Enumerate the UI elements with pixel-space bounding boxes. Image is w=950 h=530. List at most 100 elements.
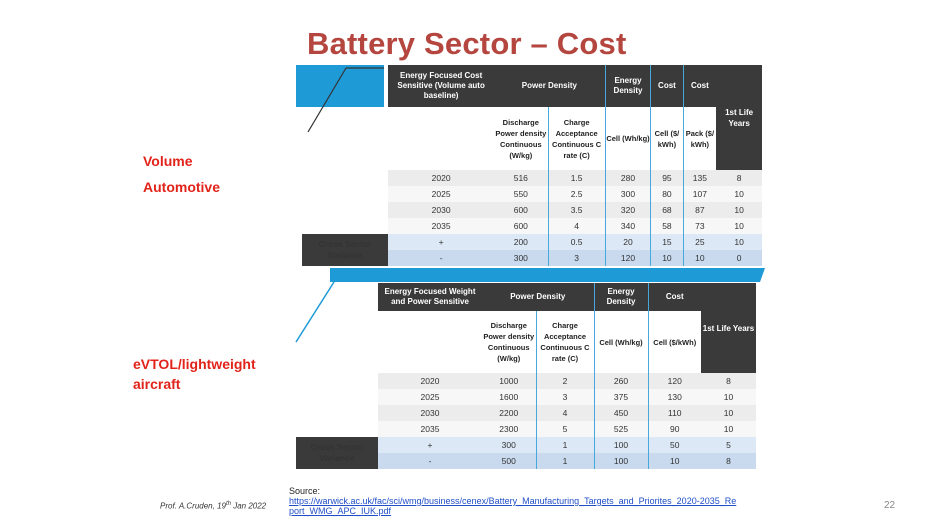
table-cell: 87: [682, 202, 717, 218]
t1-header-cost2: Cost: [682, 65, 717, 107]
table-row: Cross Sector Variance +200 0.5 20 15 25 10: [302, 234, 762, 266]
table-cell: 550: [494, 186, 549, 202]
table-cell: 10: [716, 202, 762, 218]
table-cell: 320: [604, 202, 651, 218]
table-cell: 260: [593, 373, 649, 389]
table-cell: 107: [682, 186, 717, 202]
table-cell: 10: [701, 405, 757, 421]
table-cell: 120: [647, 373, 702, 389]
table-cell: 300: [604, 186, 651, 202]
accent-bar-top: [296, 65, 384, 107]
table-cell: 4: [547, 218, 606, 234]
table-cell: 200: [494, 234, 549, 250]
accent-bar-mid: [330, 268, 765, 282]
table-cell: 300: [494, 250, 549, 266]
table-row: Cross Sector Variance +300 1 100 50 5: [296, 437, 757, 469]
table-cell: 10: [650, 250, 684, 266]
table-row: 2030 600 3.5 320 68 87 10: [302, 202, 762, 218]
table-cell: 4: [535, 405, 595, 421]
table-row: 2025 550 2.5 300 80 107 10: [302, 186, 762, 202]
table-cell: 135: [682, 170, 717, 186]
source-label: Source:: [289, 486, 321, 496]
t1-sub-discharge: Discharge Power density Continuous (W/kg…: [494, 107, 549, 170]
table-cell: 2035: [388, 218, 495, 234]
table-cell: 68: [650, 202, 684, 218]
table-row: 2030 2200 4 450 110 10: [296, 405, 757, 421]
table-cell: 20: [604, 234, 651, 250]
table-row: 2035 600 4 340 58 73 10: [302, 218, 762, 234]
table-cell: 90: [647, 421, 702, 437]
table-cell: 73: [682, 218, 717, 234]
source-link[interactable]: https://warwick.ac.uk/fac/sci/wmg/busine…: [289, 496, 737, 516]
table-cell: 1600: [482, 389, 536, 405]
label-volume: Volume: [143, 153, 193, 169]
table-cell: +: [378, 437, 482, 453]
t2-header-energy-density: Energy Density: [593, 283, 649, 311]
table-cell: 2300: [482, 421, 536, 437]
table-cell: 2200: [482, 405, 536, 421]
table-cell: 2030: [388, 202, 495, 218]
table-cell: 58: [650, 218, 684, 234]
table-cell: 110: [647, 405, 702, 421]
table-cell: 5: [535, 421, 595, 437]
t2-header-life: 1st Life Years: [701, 283, 757, 373]
table-cell: +: [388, 234, 495, 250]
table-cell: 2020: [378, 373, 482, 389]
footer-author-sup: th: [225, 501, 231, 507]
table-row: -500 1 100 10 8: [296, 453, 757, 469]
accent-line-mid: [295, 281, 335, 343]
table-cell: 3: [535, 389, 595, 405]
t1-header-energy-density: Energy Density: [604, 65, 651, 107]
t1-header-life: 1st Life Years: [716, 65, 762, 170]
table-row: -300 3 120 10 10 0: [302, 250, 762, 266]
table-cell: 8: [701, 373, 757, 389]
table-cell: -: [378, 453, 482, 469]
table-cell: 8: [716, 170, 762, 186]
t2-sub-discharge: Discharge Power density Continuous (W/kg…: [482, 311, 536, 373]
table-cell: 2: [535, 373, 595, 389]
table-cell: 500: [482, 453, 536, 469]
table-cell: 5: [701, 437, 757, 453]
table-cell: 10: [716, 234, 762, 250]
t1-header-power: Power Density: [494, 65, 606, 107]
t1-header-energy: Energy Focused Cost Sensitive (Volume au…: [388, 65, 495, 107]
table-row: 2035 2300 5 525 90 10: [296, 421, 757, 437]
table-cell: 2.5: [547, 186, 606, 202]
table-cell: 300: [482, 437, 536, 453]
table-cell: 1000: [482, 373, 536, 389]
source-block: Source: https://warwick.ac.uk/fac/sci/wm…: [289, 486, 739, 516]
t1-sub-charge: Charge Acceptance Continuous C rate (C): [547, 107, 606, 170]
table-cell: 10: [716, 218, 762, 234]
table-cell: 2025: [378, 389, 482, 405]
slide-title: Battery Sector – Cost: [307, 26, 627, 61]
table-cell: 25: [682, 234, 717, 250]
table-cell: 2025: [388, 186, 495, 202]
table-cell: 10: [647, 453, 702, 469]
table-cell: 1: [535, 437, 595, 453]
table-cell: 10: [701, 421, 757, 437]
table-cell: 600: [494, 202, 549, 218]
t2-sub-cell: Cell (Wh/kg): [593, 311, 649, 373]
t1-variance-label: Cross Sector Variance: [302, 234, 389, 266]
table-row: 2020 516 1.5 280 95 135 8: [302, 170, 762, 186]
table-cell: 3: [547, 250, 606, 266]
t1-sub-cell: Cell (Wh/kg): [604, 107, 651, 170]
table-cell: 340: [604, 218, 651, 234]
page-number: 22: [884, 500, 896, 511]
table-cell: 2030: [378, 405, 482, 421]
table-evtol: Energy Focused Weight and Power Sensitiv…: [296, 283, 757, 469]
t2-header-cost: Cost: [647, 283, 702, 311]
table-cell: 2035: [378, 421, 482, 437]
table-cell: 0: [716, 250, 762, 266]
t2-sub-charge: Charge Acceptance Continuous C rate (C): [535, 311, 595, 373]
t2-header-energy: Energy Focused Weight and Power Sensitiv…: [378, 283, 482, 311]
table-cell: 130: [647, 389, 702, 405]
table-cell: 3.5: [547, 202, 606, 218]
table-cell: 8: [701, 453, 757, 469]
t2-variance-label: Cross Sector Variance: [296, 437, 378, 469]
label-evtol: eVTOL/lightweight aircraft: [133, 356, 256, 392]
t2-sub-cell-cost: Cell ($/kWh): [647, 311, 702, 373]
label-automotive: Automotive: [143, 179, 220, 195]
accent-line-top: [307, 67, 347, 133]
